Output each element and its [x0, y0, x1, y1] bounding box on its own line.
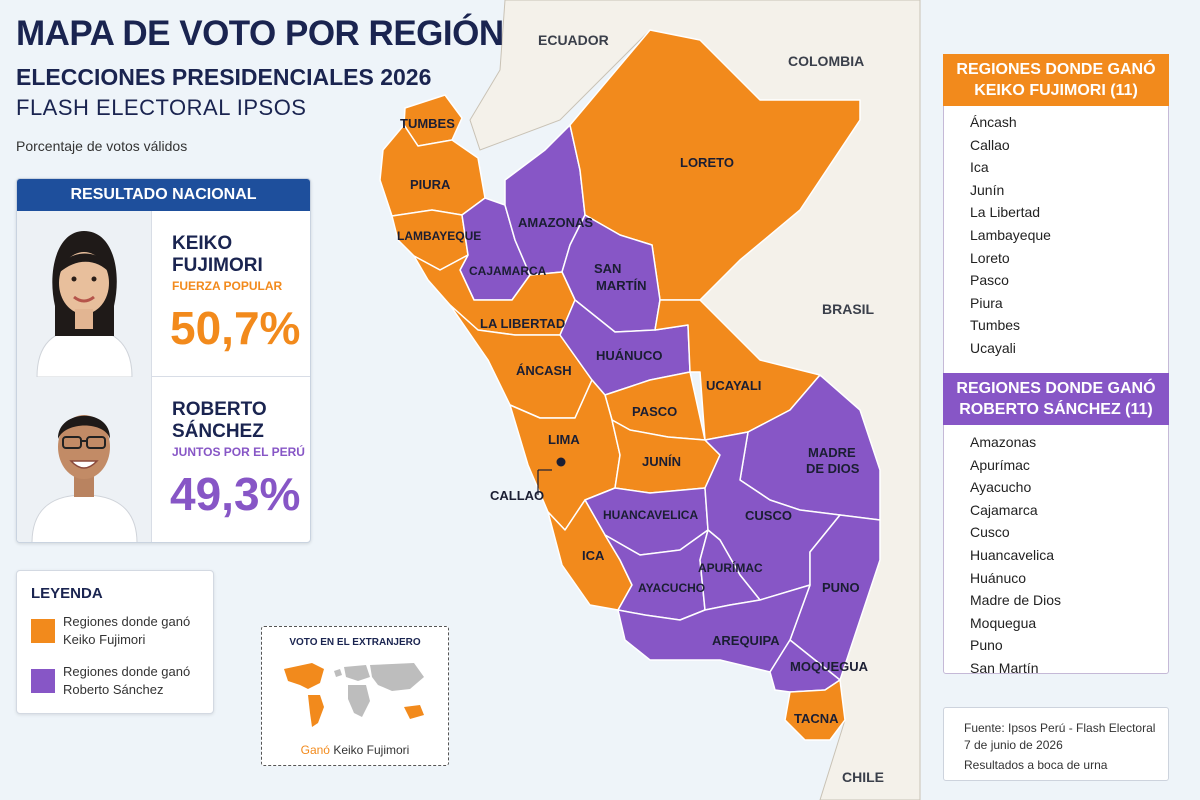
list-item: Puno	[970, 637, 1003, 654]
list-item: Junín	[970, 181, 1005, 198]
label-cusco: CUSCO	[745, 508, 792, 523]
country-label-colombia: COLOMBIA	[788, 53, 864, 69]
list-item: Madre de Dios	[970, 592, 1062, 609]
legend-label-keiko: Regiones donde ganó Keiko Fujimori	[63, 614, 191, 647]
candidate-sanchez: ROBERTO SÁNCHEZ JUNTOS POR EL PERÚ 49,3%	[17, 377, 310, 542]
source-heading: FLASH ELECTORAL IPSOS	[16, 95, 307, 120]
list-item: Huánuco	[970, 569, 1027, 586]
abroad-won-label: Ganó	[300, 743, 330, 757]
page-subtitle: ELECCIONES PRESIDENCIALES 2026	[16, 64, 432, 90]
label-ica: ICA	[582, 548, 605, 563]
list-item: Tumbes	[970, 317, 1021, 334]
label-loreto: LORETO	[680, 155, 734, 170]
sanchez-party: JUNTOS POR EL PERÚ	[172, 445, 305, 459]
label-ayacucho: AYACUCHO	[638, 581, 705, 595]
national-result-panel: RESULTADO NACIONAL KEIKO FUJIMORI FUERZA…	[16, 178, 311, 543]
sanchez-percentage: 49,3%	[170, 468, 301, 520]
label-ucayali: UCAYALI	[706, 378, 761, 393]
legend-swatch-sanchez	[31, 669, 55, 693]
label-madre-de-dios-1: MADRE	[808, 445, 856, 460]
sanchez-avatar	[17, 377, 152, 542]
list-item: Huancavelica	[970, 546, 1055, 563]
label-junin: JUNÍN	[642, 454, 681, 469]
label-la-libertad: LA LIBERTAD	[480, 316, 565, 331]
abroad-vote-title: VOTO EN EL EXTRANJERO	[289, 637, 421, 648]
abroad-vote-panel: VOTO EN EL EXTRANJERO Ganó Keiko Fujimor…	[261, 626, 449, 766]
list-item: Piura	[970, 294, 1003, 311]
label-madre-de-dios-2: DE DIOS	[806, 461, 860, 476]
list-item: Áncash	[970, 114, 1017, 130]
label-pasco: PASCO	[632, 404, 677, 419]
country-label-chile: CHILE	[842, 769, 884, 785]
label-huancavelica: HUANCAVELICA	[603, 508, 698, 522]
label-apurimac: APURÍMAC	[698, 560, 763, 575]
label-san-martin-2: MARTÍN	[596, 278, 647, 293]
sanchez-region-list: Amazonas Apurímac Ayacucho Cajamarca Cus…	[970, 431, 1061, 680]
keiko-list-title: REGIONES DONDE GANÓ KEIKO FUJIMORI (11)	[943, 54, 1169, 106]
list-item: Cajamarca	[970, 501, 1038, 518]
label-lima: LIMA	[548, 432, 580, 447]
list-item: Cusco	[970, 524, 1010, 541]
sanchez-name: ROBERTO SÁNCHEZ	[172, 399, 267, 442]
keiko-region-list: Áncash Callao Ica Junín La Libertad Lamb…	[970, 111, 1051, 360]
list-item: Amazonas	[970, 434, 1037, 450]
label-moquegua: MOQUEGUA	[790, 659, 869, 674]
caption: Porcentaje de votos válidos	[16, 138, 188, 154]
label-arequipa: AREQUIPA	[712, 633, 780, 648]
keiko-name: KEIKO FUJIMORI	[172, 233, 263, 276]
label-piura: PIURA	[410, 177, 451, 192]
label-cajamarca: CAJAMARCA	[469, 264, 547, 278]
legend-title: LEYENDA	[31, 585, 103, 602]
list-item: Pasco	[970, 272, 1009, 289]
list-item: Loreto	[970, 249, 1010, 266]
list-item: Lambayeque	[970, 226, 1051, 243]
keiko-avatar	[17, 211, 152, 377]
label-puno: PUNO	[822, 580, 860, 595]
source-text: Fuente: Ipsos Perú - Flash Electoral 7 d…	[964, 720, 1164, 754]
region-tacna	[784, 679, 846, 741]
label-huanuco: HUÁNUCO	[596, 348, 662, 363]
list-item: Apurímac	[970, 456, 1030, 473]
list-item: Ica	[970, 159, 989, 176]
legend: LEYENDA Regiones donde ganó Keiko Fujimo…	[16, 570, 214, 714]
label-amazonas: AMAZONAS	[518, 215, 593, 230]
abroad-vote-note: Ganó Keiko Fujimori	[262, 743, 448, 757]
list-item: Ucayali	[970, 339, 1016, 356]
national-result-title: RESULTADO NACIONAL	[17, 179, 310, 211]
country-label-ecuador: ECUADOR	[538, 32, 609, 48]
region-arequipa	[617, 584, 811, 673]
region-labels: TUMBES PIURA LAMBAYEQUE CAJAMARCA AMAZON…	[397, 116, 869, 726]
label-tacna: TACNA	[794, 711, 839, 726]
candidate-keiko: KEIKO FUJIMORI FUERZA POPULAR 50,7%	[17, 211, 310, 377]
label-callao: CALLAO	[490, 488, 544, 503]
region-polygons	[379, 29, 881, 741]
region-lists-panel: REGIONES DONDE GANÓ KEIKO FUJIMORI (11) …	[943, 54, 1169, 676]
source-note: Resultados a boca de urna	[964, 758, 1108, 772]
source-date: 7 de junio de 2026	[964, 738, 1063, 752]
source-line-1: Fuente: Ipsos Perú - Flash Electoral	[964, 721, 1156, 735]
country-label-brasil: BRASIL	[822, 301, 875, 317]
keiko-party: FUERZA POPULAR	[172, 279, 283, 293]
label-san-martin-1: SAN	[594, 261, 621, 276]
legend-label-sanchez: Regiones donde ganó Roberto Sánchez	[63, 664, 191, 697]
source-box: Fuente: Ipsos Perú - Flash Electoral 7 d…	[943, 707, 1169, 781]
list-item: San Martín	[970, 659, 1039, 676]
list-item: La Libertad	[970, 204, 1041, 221]
label-ancash: ÁNCASH	[516, 363, 572, 378]
keiko-percentage: 50,7%	[170, 302, 301, 354]
label-tumbes: TUMBES	[400, 116, 455, 131]
list-item: Moquegua	[970, 614, 1037, 631]
list-item: Ayacucho	[970, 479, 1032, 496]
list-item: Callao	[970, 136, 1010, 153]
sanchez-list-title: REGIONES DONDE GANÓ ROBERTO SÁNCHEZ (11)	[943, 373, 1169, 425]
page-title: MAPA DE VOTO POR REGIÓN	[16, 14, 504, 53]
legend-swatch-keiko	[31, 619, 55, 643]
abroad-winner: Keiko Fujimori	[333, 743, 410, 757]
callao-marker	[556, 457, 566, 467]
label-lambayeque: LAMBAYEQUE	[397, 229, 481, 243]
world-map-icon	[284, 663, 424, 727]
